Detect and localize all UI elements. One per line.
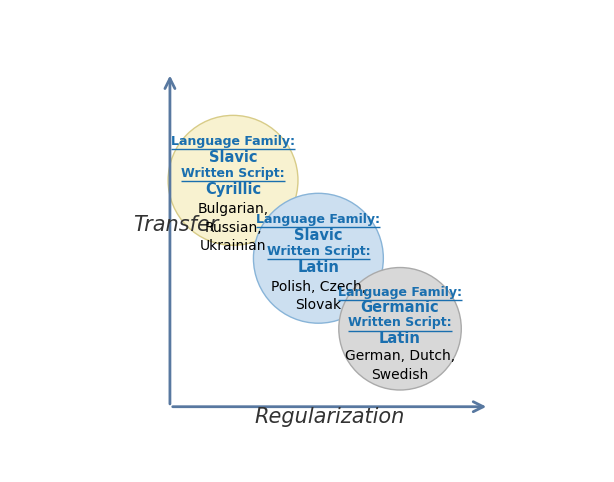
Text: Written Script:: Written Script: — [266, 245, 370, 258]
Text: Written Script:: Written Script: — [181, 167, 285, 180]
Text: Germanic: Germanic — [360, 300, 440, 315]
Text: Language Family:: Language Family: — [338, 286, 462, 299]
Text: Written Script:: Written Script: — [266, 245, 370, 258]
Text: Slavic: Slavic — [209, 150, 257, 165]
Circle shape — [339, 268, 461, 390]
Text: Latin: Latin — [297, 260, 340, 275]
Text: Regularization: Regularization — [254, 407, 405, 427]
Text: Written Script:: Written Script: — [181, 167, 285, 180]
Text: Written Script:: Written Script: — [348, 316, 452, 329]
Text: Latin: Latin — [379, 331, 421, 346]
Text: Cyrillic: Cyrillic — [205, 182, 261, 197]
Text: German, Dutch,
Swedish: German, Dutch, Swedish — [345, 349, 455, 382]
Text: Transfer: Transfer — [133, 215, 219, 235]
Circle shape — [168, 115, 298, 245]
Text: Slavic: Slavic — [294, 228, 343, 243]
Text: Language Family:: Language Family: — [171, 135, 295, 148]
Text: Language Family:: Language Family: — [257, 213, 381, 226]
Text: Bulgarian,
Russian,
Ukrainian: Bulgarian, Russian, Ukrainian — [198, 202, 268, 253]
Text: Language Family:: Language Family: — [338, 286, 462, 299]
Text: Polish, Czech,
Slovak: Polish, Czech, Slovak — [271, 280, 366, 312]
Text: Language Family:: Language Family: — [257, 213, 381, 226]
Circle shape — [254, 193, 383, 323]
Text: Written Script:: Written Script: — [348, 316, 452, 329]
Text: Language Family:: Language Family: — [171, 135, 295, 148]
